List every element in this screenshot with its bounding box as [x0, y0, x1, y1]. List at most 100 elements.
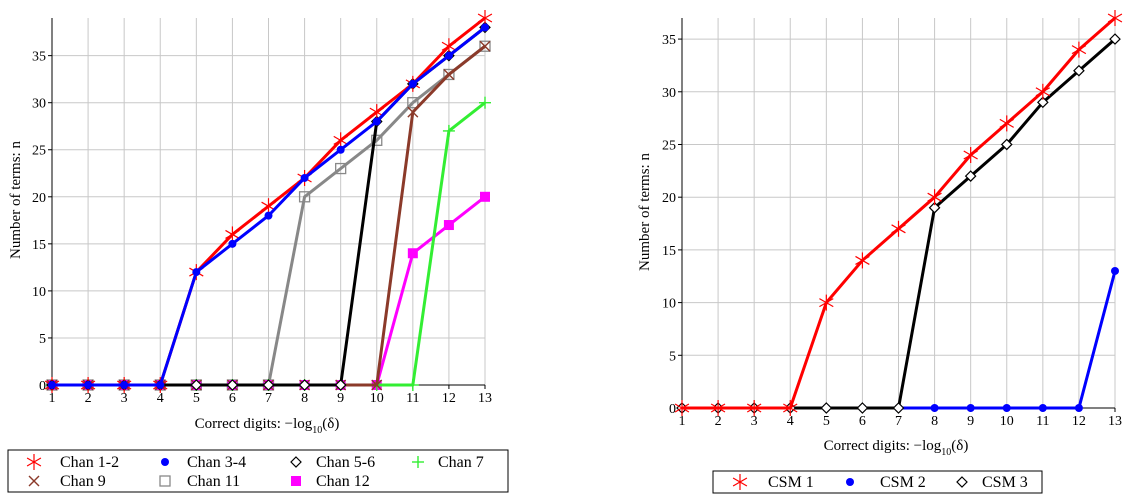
data-point [371, 379, 383, 391]
data-point [819, 294, 834, 311]
grid-right [681, 18, 1116, 408]
ylabel-left: Number of terms: n [8, 141, 24, 259]
data-point [479, 96, 491, 109]
data-point [371, 134, 383, 146]
x-tick-label: 3 [751, 414, 758, 429]
legend-marker [412, 456, 424, 468]
data-point [335, 162, 347, 175]
data-point [964, 170, 977, 182]
legend-left: Chan 1-2 Chan 3-4 Chan 5-6 Chan 7 Chan 9 Chan… [7, 449, 509, 493]
legend-marker [290, 456, 302, 468]
x-tick-label: 12 [442, 391, 456, 406]
data-point [856, 402, 869, 414]
data-point [783, 400, 798, 416]
legend-box-left [7, 449, 509, 493]
data-point [1000, 138, 1013, 151]
data-point [298, 379, 311, 391]
x-tick-label: 13 [478, 391, 492, 406]
data-point [408, 79, 417, 88]
data-point [336, 145, 345, 154]
y-tick-label: 5 [39, 332, 46, 347]
legend-label: Chan 9 [60, 473, 106, 490]
y-tick-label: 35 [32, 50, 46, 65]
data-point [298, 191, 311, 203]
data-point [1035, 83, 1051, 100]
legend-marker [846, 478, 854, 486]
data-point [1109, 33, 1121, 45]
x-tick-label: 11 [406, 391, 419, 406]
y-tick-label: 25 [32, 144, 46, 159]
data-point [1038, 404, 1047, 412]
y-tick-label: 20 [32, 191, 46, 206]
legend-marker [26, 454, 42, 470]
data-point [1107, 10, 1123, 26]
series-left [44, 10, 493, 393]
data-point [120, 381, 129, 389]
x-tick-label: 9 [337, 391, 344, 406]
legend-label: Chan 3-4 [187, 454, 246, 471]
x-tick-label: 7 [895, 414, 902, 429]
x-tick-label: 4 [787, 414, 794, 429]
x-tick-label: 6 [859, 414, 866, 429]
data-point [710, 400, 726, 416]
data-point [443, 220, 454, 231]
data-point [1111, 266, 1119, 275]
x-tick-label: 13 [1108, 414, 1122, 429]
data-point [928, 201, 941, 214]
legend-label: CSM 2 [880, 474, 926, 491]
x-tick-label: 4 [157, 391, 164, 406]
y-tick-label: 15 [32, 238, 46, 253]
legend-marker [956, 476, 968, 488]
legend-label: Chan 12 [316, 473, 370, 490]
data-point [1036, 96, 1049, 109]
series-csm-1 [674, 10, 1123, 416]
data-point [479, 40, 491, 52]
data-point [84, 381, 93, 389]
x-tick-label: 7 [265, 391, 272, 406]
legend-marker [291, 476, 301, 486]
data-point [442, 124, 455, 137]
legend-marker [159, 475, 171, 487]
y-tick-label: 10 [662, 297, 676, 312]
data-point [407, 106, 419, 118]
legend-right: CSM 1 CSM 2 CSM 3 [712, 470, 1043, 494]
y-tick-label: 35 [662, 33, 676, 48]
data-point [264, 211, 273, 220]
data-point [999, 115, 1014, 132]
data-point [334, 379, 347, 391]
y-tick-label: 25 [662, 138, 676, 153]
y-tick-label: 0 [669, 402, 676, 417]
legend-label: CSM 3 [982, 474, 1028, 491]
data-point [156, 381, 165, 389]
data-point [930, 404, 939, 412]
series-chan-3-4 [48, 23, 489, 389]
ylabel-right: Number of terms: n [637, 153, 653, 271]
data-point [225, 226, 240, 243]
data-point [746, 400, 762, 416]
x-tick-label: 5 [193, 391, 200, 406]
x-tick-label: 8 [931, 414, 938, 429]
legend-marker [161, 458, 169, 466]
legend-marker [732, 474, 748, 490]
x-tick-label: 10 [1000, 414, 1014, 429]
legend-label: Chan 5-6 [316, 454, 375, 471]
data-point [262, 379, 275, 391]
data-point [480, 191, 490, 202]
data-point [192, 268, 201, 277]
y-tick-label: 10 [32, 285, 46, 300]
legend-label: Chan 11 [187, 473, 240, 490]
y-tick-label: 30 [662, 86, 676, 101]
y-tick-label: 20 [662, 191, 676, 206]
legend-label: Chan 7 [438, 454, 484, 471]
legend-label: Chan 1-2 [60, 454, 119, 471]
xlabel-right: Correct digits: −log10(δ) [824, 438, 969, 458]
data-point [407, 248, 418, 259]
data-point [477, 10, 493, 26]
data-point [1074, 404, 1083, 412]
x-tick-label: 1 [49, 391, 56, 406]
x-tick-label: 10 [370, 391, 384, 406]
data-point [820, 402, 833, 414]
xlabel-left: Correct digits: −log10(δ) [195, 416, 340, 436]
